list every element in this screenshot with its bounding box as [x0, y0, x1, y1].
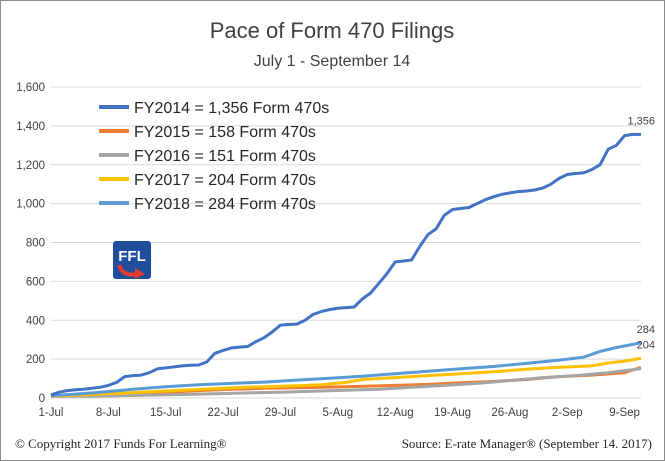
series-lines [50, 132, 642, 398]
end-data-label: 204 [637, 339, 655, 351]
x-tick-label: 22-Jul [207, 407, 238, 419]
logo-text: FFL [118, 248, 146, 265]
end-data-label: 1,356 [627, 115, 655, 127]
x-tick-label: 9-Sep [609, 407, 640, 419]
x-tick-label: 8-Jul [96, 407, 121, 419]
x-tick-label: 15-Jul [150, 407, 181, 419]
y-tick-label: 1,200 [16, 160, 45, 172]
logo-arrow-icon [117, 264, 138, 277]
x-tick-label: 29-Jul [265, 407, 296, 419]
legend-entry: FY2018 = 284 Form 470s [134, 196, 316, 213]
series-line-fy2016 [50, 367, 642, 398]
logo-arrowhead-icon [135, 268, 145, 279]
legend-entry: FY2017 = 204 Form 470s [134, 172, 316, 189]
copyright-text: © Copyright 2017 Funds For Learning® [15, 436, 227, 451]
y-tick-label: 200 [26, 354, 45, 366]
y-tick-label: 1,600 [16, 82, 45, 94]
y-tick-label: 800 [26, 238, 45, 250]
legend-entry: FY2014 = 1,356 Form 470s [134, 100, 329, 117]
legend-entry: FY2015 = 158 Form 470s [134, 124, 316, 141]
x-tick-label: 26-Aug [491, 407, 528, 419]
x-axis: 1-Jul 8-Jul 15-Jul 22-Jul 29-Jul 5-Aug 12-Aug 1… [39, 407, 640, 419]
y-tick-label: 0 [39, 393, 45, 405]
source-text: Source: E-rate Manager® (September 14. 2… [402, 436, 652, 451]
x-tick-label: 19-Aug [434, 407, 471, 419]
y-axis: 0 200 400 600 800 1,000 1,200 1,400 1,600 [16, 82, 45, 405]
ffl-logo: FFL [113, 241, 151, 279]
x-tick-label: 1-Jul [39, 407, 64, 419]
series-line-fy2017 [50, 356, 642, 398]
legend-entry: FY2016 = 151 Form 470s [134, 148, 316, 165]
y-tick-label: 600 [26, 276, 45, 288]
y-tick-label: 1,000 [16, 199, 45, 211]
x-tick-label: 5-Aug [322, 407, 353, 419]
series-line-fy2014 [50, 132, 641, 397]
y-tick-label: 400 [26, 315, 45, 327]
series-line-fy2018 [50, 341, 642, 398]
end-data-label: 284 [637, 324, 655, 336]
legend: FY2014 = 1,356 Form 470s FY2015 = 158 For… [99, 100, 329, 213]
chart-title: Pace of Form 470 Filings [210, 18, 455, 43]
chart-subtitle: July 1 - September 14 [254, 53, 411, 70]
x-tick-label: 2-Sep [552, 407, 583, 419]
end-labels: 1,356 204 284 [627, 115, 655, 351]
x-tick-label: 12-Aug [377, 407, 414, 419]
y-tick-label: 1,400 [16, 121, 45, 133]
